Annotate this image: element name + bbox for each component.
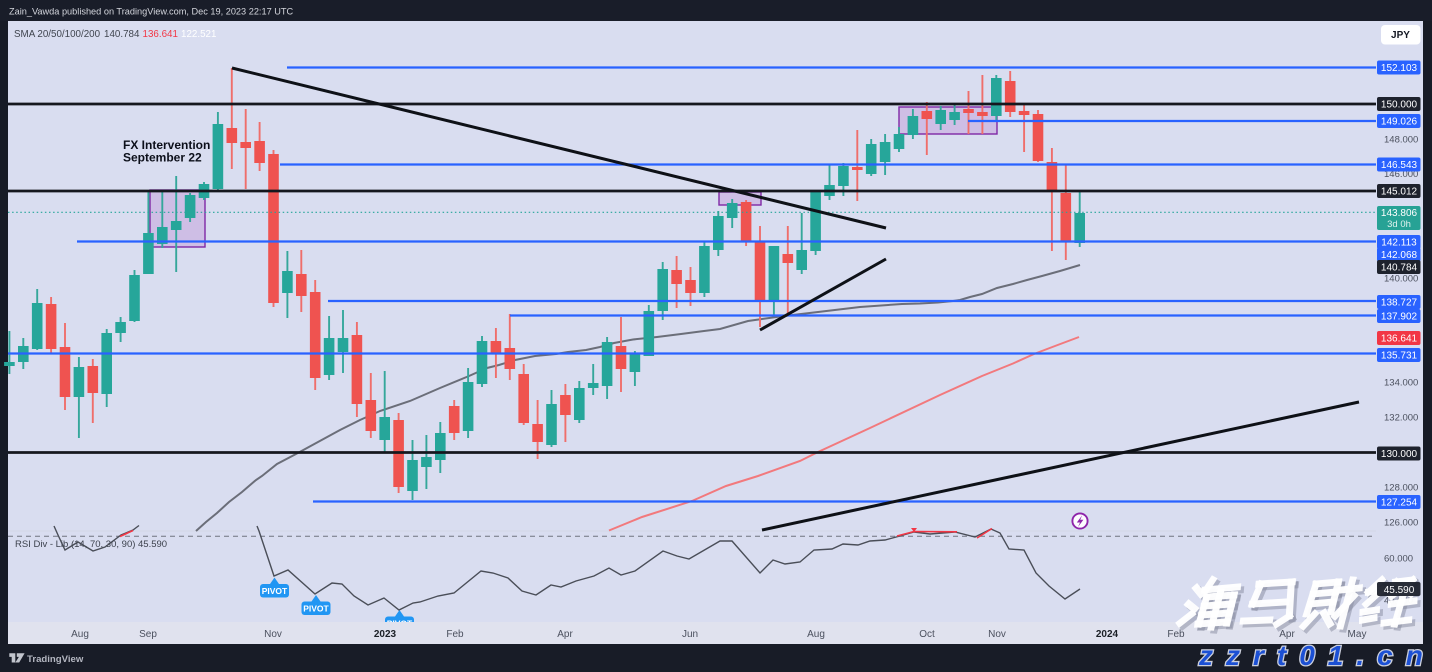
svg-text:Feb: Feb xyxy=(1167,629,1185,640)
svg-text:Feb: Feb xyxy=(446,629,464,640)
svg-text:60.000: 60.000 xyxy=(1384,554,1413,565)
svg-text:Aug: Aug xyxy=(71,629,89,640)
svg-text:143.806: 143.806 xyxy=(1381,208,1418,219)
svg-text:PIVOT: PIVOT xyxy=(262,586,288,596)
svg-text:148.000: 148.000 xyxy=(1384,135,1418,146)
svg-text:zzrt01.cn: zzrt01.cn xyxy=(1198,640,1432,671)
svg-text:Oct: Oct xyxy=(919,629,935,640)
svg-text:3d 0h: 3d 0h xyxy=(1387,219,1411,230)
svg-text:142.068: 142.068 xyxy=(1381,250,1418,261)
svg-text:RSI Div - Lib (14, 70, 30, 90): RSI Div - Lib (14, 70, 30, 90) xyxy=(15,539,135,550)
svg-text:Sep: Sep xyxy=(139,629,157,640)
svg-text:Zain_Vawda published on Tradin: Zain_Vawda published on TradingView.com,… xyxy=(9,7,293,17)
svg-text:May: May xyxy=(1348,629,1367,640)
svg-text:Aug: Aug xyxy=(807,629,825,640)
svg-text:142.113: 142.113 xyxy=(1381,238,1417,249)
svg-text:135.731: 135.731 xyxy=(1381,351,1418,362)
svg-text:SMA 20/50/100/200: SMA 20/50/100/200 xyxy=(14,29,101,40)
svg-text:126.000: 126.000 xyxy=(1384,518,1418,529)
svg-text:152.103: 152.103 xyxy=(1381,63,1418,74)
svg-text:150.000: 150.000 xyxy=(1381,100,1418,111)
svg-text:2024: 2024 xyxy=(1096,629,1119,640)
svg-text:2023: 2023 xyxy=(374,629,397,640)
svg-text:Nov: Nov xyxy=(264,629,282,640)
svg-text:145.012: 145.012 xyxy=(1381,187,1418,198)
svg-text:146.543: 146.543 xyxy=(1381,160,1418,171)
svg-text:45.590: 45.590 xyxy=(1384,585,1415,596)
svg-text:128.000: 128.000 xyxy=(1384,483,1418,494)
svg-text:134.000: 134.000 xyxy=(1384,378,1418,389)
svg-text:140.000: 140.000 xyxy=(1384,274,1418,285)
svg-text:September 22: September 22 xyxy=(123,151,202,165)
svg-text:146.000: 146.000 xyxy=(1384,169,1418,180)
svg-text:45.590: 45.590 xyxy=(138,539,167,550)
svg-text:TradingView: TradingView xyxy=(27,654,84,665)
svg-text:127.254: 127.254 xyxy=(1381,498,1418,509)
svg-text:140.784: 140.784 xyxy=(1381,263,1418,274)
svg-text:137.902: 137.902 xyxy=(1381,312,1418,323)
svg-text:JPY: JPY xyxy=(1391,30,1410,41)
svg-text:136.641: 136.641 xyxy=(143,29,178,40)
svg-text:122.521: 122.521 xyxy=(181,29,216,40)
svg-text:PIVOT: PIVOT xyxy=(303,604,329,614)
svg-text:FX Intervention: FX Intervention xyxy=(123,138,210,152)
svg-text:132.000: 132.000 xyxy=(1384,413,1418,424)
svg-text:149.026: 149.026 xyxy=(1381,117,1418,128)
svg-text:140.784: 140.784 xyxy=(104,29,140,40)
svg-text:Nov: Nov xyxy=(988,629,1006,640)
svg-text:Apr: Apr xyxy=(1279,629,1295,640)
svg-text:zzrt01.cn: zzrt01.cn xyxy=(1198,640,1432,671)
svg-text:Apr: Apr xyxy=(557,629,573,640)
svg-text:130.000: 130.000 xyxy=(1381,449,1418,460)
svg-text:Jun: Jun xyxy=(682,629,698,640)
svg-text:136.641: 136.641 xyxy=(1381,334,1418,345)
svg-text:138.727: 138.727 xyxy=(1381,298,1418,309)
